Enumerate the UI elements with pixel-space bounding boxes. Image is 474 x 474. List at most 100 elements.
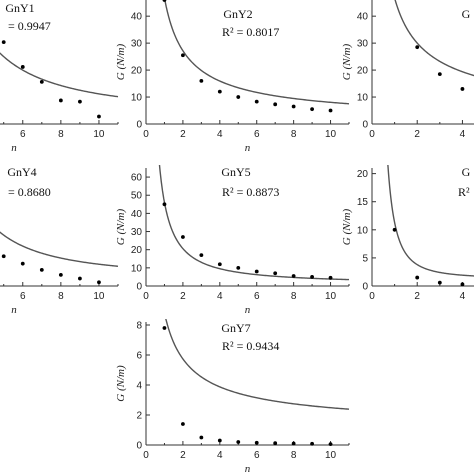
data-point — [162, 202, 167, 207]
chart-gny2: 0 2 4 6 8 10 0 10 20 30 40 GnY2 R² = 0.8017 G (N/m) n — [115, 0, 350, 154]
y-tick-label: 0 — [362, 282, 368, 293]
data-point — [97, 114, 101, 119]
y-tick-label: 40 — [357, 12, 369, 23]
y-tick-label: 30 — [131, 227, 143, 238]
x-tick-label: 0 — [143, 450, 149, 461]
x-tick-label: 2 — [414, 291, 420, 302]
x-tick-label: 10 — [325, 129, 337, 140]
y-tick-label: 2 — [136, 411, 142, 422]
y-axis-label: G (N/m) — [115, 43, 127, 80]
data-point — [273, 441, 278, 446]
x-axis-label: n — [11, 304, 17, 316]
x-tick-label: 0 — [369, 291, 375, 302]
chart-title: G — [462, 165, 471, 179]
x-tick-label: 6 — [254, 450, 260, 461]
x-axis-label: n — [245, 304, 251, 316]
chart-title: GnY7 — [221, 321, 250, 335]
x-tick-label: 8 — [291, 291, 297, 302]
r-squared-label: R² = 0.9434 — [222, 339, 279, 353]
data-point — [1, 40, 6, 45]
x-tick-label: 8 — [291, 450, 297, 461]
y-tick-label: 0 — [362, 120, 368, 131]
data-point — [39, 267, 44, 272]
data-point — [217, 262, 222, 267]
chart-gny5: 0 2 4 6 8 10 0 10 20 30 40 50 60 GnY5 R² = 0.8873 G (N/… — [115, 165, 350, 316]
x-tick-label: 6 — [20, 129, 26, 140]
x-tick-label: 4 — [460, 129, 466, 140]
y-tick-label: 0 — [136, 120, 142, 131]
data-point — [415, 275, 420, 280]
data-point — [1, 254, 6, 259]
data-point — [181, 422, 185, 426]
x-tick-label: 0 — [143, 129, 149, 140]
y-tick-label: 4 — [136, 381, 142, 392]
data-point — [78, 276, 82, 281]
data-point — [254, 440, 259, 445]
y-tick-label: 10 — [131, 93, 143, 104]
r-squared-label: = 0.8680 — [8, 185, 51, 199]
fit-curve — [158, 165, 350, 281]
data-point — [273, 271, 278, 276]
x-tick-label: 2 — [180, 291, 186, 302]
chart-gny1: 6 8 10 GnY1 = 0.9947 n — [0, 1, 119, 154]
y-tick-label: 60 — [131, 173, 143, 184]
data-point — [199, 435, 204, 440]
data-point — [328, 108, 333, 113]
r-squared-label: R² = 0.8873 — [222, 185, 279, 199]
y-tick-label: 0 — [136, 441, 142, 452]
x-tick-label: 0 — [369, 129, 375, 140]
chart-title: GnY1 — [5, 1, 34, 15]
data-point — [437, 280, 442, 285]
r-squared-label: R² — [458, 185, 470, 199]
x-tick-label: 0 — [143, 291, 149, 302]
data-point — [20, 261, 25, 266]
x-tick-label: 6 — [254, 129, 260, 140]
data-point — [291, 104, 296, 109]
y-tick-label: 50 — [131, 191, 143, 202]
data-point — [181, 53, 185, 58]
chart-gny4: 6 8 10 GnY4 = 0.8680 n — [0, 165, 119, 316]
fit-curve — [0, 52, 119, 98]
y-tick-label: 30 — [357, 39, 369, 50]
chart-gny7: 0 2 4 6 8 10 0 2 4 6 8 GnY7 R² = 0.9434 G (N/m) n — [115, 319, 350, 474]
data-point — [20, 65, 25, 69]
data-point — [236, 265, 241, 270]
y-tick-label: 20 — [131, 66, 143, 77]
data-point — [273, 102, 278, 107]
y-tick-label: 0 — [136, 282, 142, 293]
x-tick-label: 10 — [93, 129, 105, 140]
data-point — [328, 442, 333, 446]
fit-curve — [165, 319, 350, 410]
y-tick-label: 8 — [136, 321, 142, 332]
y-axis-label: G (N/m) — [341, 208, 353, 245]
chart-title: G — [462, 7, 471, 21]
x-tick-label: 8 — [291, 129, 297, 140]
x-tick-label: 10 — [325, 291, 337, 302]
y-tick-label: 20 — [357, 66, 369, 77]
data-point — [199, 78, 204, 83]
data-point — [217, 89, 222, 94]
x-tick-label: 8 — [58, 129, 64, 140]
data-point — [162, 326, 167, 330]
y-tick-label: 5 — [362, 253, 368, 264]
y-tick-label: 10 — [131, 263, 143, 274]
y-tick-label: 20 — [131, 245, 143, 256]
data-point — [97, 280, 101, 285]
y-tick-label: 40 — [131, 12, 143, 23]
y-tick-label: 6 — [136, 351, 142, 362]
data-point — [254, 99, 259, 104]
y-tick-label: 40 — [131, 209, 143, 220]
y-tick-label: 10 — [357, 225, 369, 236]
data-point — [58, 272, 63, 277]
data-point — [78, 99, 82, 104]
data-point — [199, 253, 204, 258]
y-tick-label: 30 — [131, 39, 143, 50]
x-axis-label: n — [245, 142, 251, 154]
data-point — [58, 98, 63, 103]
x-tick-label: 8 — [58, 291, 64, 302]
data-point — [310, 107, 314, 112]
chart-title: GnY4 — [7, 165, 36, 179]
data-point — [236, 440, 241, 444]
